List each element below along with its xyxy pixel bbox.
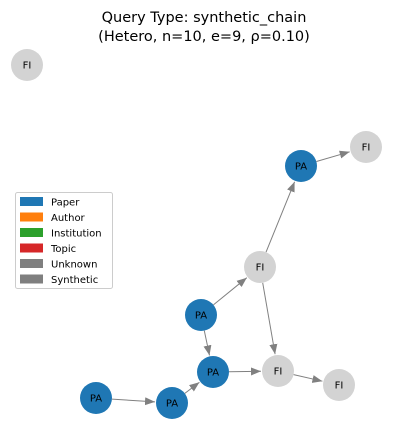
node-label: FI xyxy=(335,381,344,392)
graph-node-n4: PA xyxy=(185,299,217,331)
edge-n3-n6 xyxy=(263,283,275,354)
graph-node-n9: PA xyxy=(156,387,188,419)
graph-node-n2: FI xyxy=(350,131,382,163)
legend-swatch xyxy=(20,244,43,253)
node-label: FI xyxy=(256,263,265,274)
edge-n6-n7 xyxy=(294,375,323,382)
node-label: PA xyxy=(90,394,102,405)
legend-label: Synthetic xyxy=(51,275,98,286)
edge-n1-n2 xyxy=(316,152,349,162)
node-label: PA xyxy=(207,368,219,379)
legend-swatch xyxy=(20,213,43,222)
edge-n5-n6 xyxy=(229,371,261,372)
graph-node-n5: PA xyxy=(197,356,229,388)
node-label: FI xyxy=(23,61,32,72)
graph-node-n3: FI xyxy=(244,251,276,283)
node-label: FI xyxy=(362,143,371,154)
legend-swatch xyxy=(20,228,43,237)
legend-swatch xyxy=(20,197,43,206)
chart-title: Query Type: synthetic_chain (Hetero, n=1… xyxy=(98,10,310,45)
legend-swatch xyxy=(20,275,43,284)
legend-label: Institution xyxy=(51,229,102,240)
title-line-1: Query Type: synthetic_chain xyxy=(102,10,307,26)
node-label: PA xyxy=(295,162,307,173)
node-label: FI xyxy=(274,367,283,378)
title-line-2: (Hetero, n=10, e=9, ρ=0.10) xyxy=(98,29,310,45)
edge-n8-n9 xyxy=(112,399,155,402)
edge-n3-n1 xyxy=(266,182,295,252)
graph-node-n0: FI xyxy=(11,49,43,81)
edge-n9-n5 xyxy=(185,382,200,393)
graph-node-n6: FI xyxy=(262,355,294,387)
legend-label: Topic xyxy=(50,244,76,255)
legend-label: Paper xyxy=(51,198,80,209)
edge-n4-n3 xyxy=(213,278,246,305)
node-label: PA xyxy=(166,399,178,410)
legend-label: Author xyxy=(51,213,86,224)
graph-node-n1: PA xyxy=(285,150,317,182)
edge-n4-n5 xyxy=(204,331,209,356)
graph-node-n8: PA xyxy=(80,382,112,414)
node-label: PA xyxy=(195,311,207,322)
graph-node-n7: FI xyxy=(323,369,355,401)
legend-label: Unknown xyxy=(51,260,97,271)
edges-layer xyxy=(112,152,350,402)
legend: Paper Author Institution Topic Unknown Synthe… xyxy=(16,193,113,289)
legend-swatch xyxy=(20,259,43,268)
